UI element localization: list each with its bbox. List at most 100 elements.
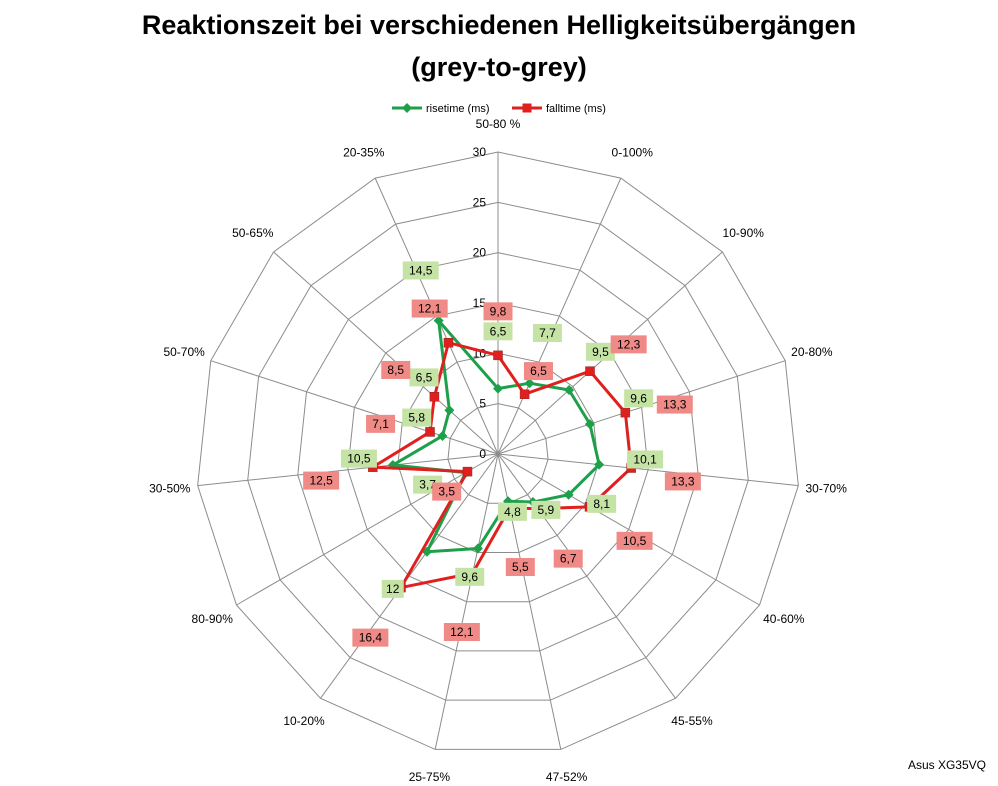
grid-ring xyxy=(297,252,699,652)
data-label: 6,5 xyxy=(416,370,433,384)
data-label-bg xyxy=(483,322,513,341)
radial-tick-label: 25 xyxy=(473,195,487,209)
category-label: 30-50% xyxy=(149,481,191,495)
data-label: 6,5 xyxy=(530,364,547,378)
grid-ring xyxy=(247,201,749,701)
data-point xyxy=(584,419,595,430)
radial-tick-label: 30 xyxy=(473,145,487,159)
data-label-bg xyxy=(381,579,404,598)
data-label: 9,8 xyxy=(490,304,507,318)
data-label-bg xyxy=(352,628,389,647)
data-label: 12,1 xyxy=(450,625,474,639)
data-point xyxy=(462,466,473,477)
data-label: 3,7 xyxy=(419,478,436,492)
data-point xyxy=(524,378,535,389)
data-label: 10,5 xyxy=(623,534,647,548)
data-label: 9,6 xyxy=(461,570,478,584)
series-line-falltime xyxy=(371,341,633,590)
data-label: 12,5 xyxy=(309,474,333,488)
data-label-bg xyxy=(411,299,448,318)
category-label: 25-75% xyxy=(409,770,451,784)
data-label-bg xyxy=(402,408,432,427)
data-label-bg xyxy=(656,395,693,414)
grid-spoke xyxy=(497,453,799,487)
data-label-bg xyxy=(443,623,480,642)
data-label: 13,3 xyxy=(671,474,695,488)
data-label-bg xyxy=(497,502,527,521)
data-label: 7,7 xyxy=(539,326,556,340)
data-label-bg xyxy=(610,335,647,354)
data-point xyxy=(444,405,455,416)
data-label-bg xyxy=(585,342,615,361)
data-point xyxy=(519,389,530,399)
radial-tick-label: 0 xyxy=(479,447,486,461)
data-label: 13,3 xyxy=(663,398,687,412)
category-label: 47-52% xyxy=(546,770,588,784)
model-caption: Asus XG35VQ xyxy=(907,758,986,772)
grid-ring xyxy=(397,352,599,553)
data-label-bg xyxy=(624,389,654,408)
grid-spoke xyxy=(320,453,499,699)
data-label-bg xyxy=(531,500,561,519)
data-label-bg xyxy=(505,558,535,577)
data-label-bg xyxy=(664,472,701,491)
data-label: 3,5 xyxy=(438,485,455,499)
legend-label: risetime (ms) xyxy=(426,103,490,115)
grid-spoke xyxy=(497,177,622,455)
data-point xyxy=(472,543,483,554)
data-label: 12,1 xyxy=(418,302,442,316)
legend-label: falltime (ms) xyxy=(546,103,606,115)
data-label-bg xyxy=(483,302,513,321)
data-label-bg xyxy=(340,449,377,468)
grid-spoke xyxy=(236,453,499,606)
data-label: 6,7 xyxy=(560,552,577,566)
data-label: 14,5 xyxy=(409,263,433,277)
category-label: 50-65% xyxy=(232,226,274,240)
legend-marker xyxy=(402,103,412,113)
grid-spoke xyxy=(273,251,499,455)
data-point xyxy=(564,385,575,396)
grid-ring xyxy=(347,302,649,603)
data-label: 10,1 xyxy=(633,452,657,466)
data-point xyxy=(433,315,444,326)
data-point xyxy=(620,407,631,418)
data-point xyxy=(585,366,595,376)
legend-marker xyxy=(522,103,532,113)
grid-ring xyxy=(197,151,799,750)
category-label: 30-70% xyxy=(806,481,848,495)
data-label: 7,1 xyxy=(372,417,389,431)
data-label: 5,9 xyxy=(538,503,555,517)
data-point xyxy=(493,350,503,361)
data-label-bg xyxy=(303,471,340,490)
radial-tick-label: 20 xyxy=(473,246,487,260)
category-label: 50-80 % xyxy=(476,117,521,131)
data-label: 6,5 xyxy=(490,324,507,338)
grid-spoke xyxy=(197,453,499,487)
grid-spoke xyxy=(497,453,676,699)
data-label-bg xyxy=(402,261,439,280)
data-point xyxy=(437,430,448,441)
category-label: 40-60% xyxy=(763,612,805,626)
category-label: 20-35% xyxy=(343,146,385,160)
data-label: 8,1 xyxy=(593,497,610,511)
data-label-bg xyxy=(432,482,462,501)
data-label-bg xyxy=(523,362,553,381)
category-label: 0-100% xyxy=(612,146,654,160)
data-label: 5,8 xyxy=(408,411,425,425)
category-label: 45-55% xyxy=(671,714,713,728)
data-label: 8,5 xyxy=(387,363,404,377)
chart-subtitle: (grey-to-grey) xyxy=(411,52,587,82)
data-label-bg xyxy=(455,567,485,586)
data-point xyxy=(425,427,435,437)
data-label-bg xyxy=(532,323,562,342)
data-label: 9,6 xyxy=(630,391,647,405)
data-label: 5,5 xyxy=(512,560,529,574)
category-label: 80-90% xyxy=(192,612,234,626)
data-point xyxy=(443,337,454,348)
grid-spoke xyxy=(210,360,499,455)
grid-spoke xyxy=(497,360,786,455)
data-label: 9,5 xyxy=(592,345,609,359)
chart-title: Reaktionszeit bei verschiedenen Helligke… xyxy=(141,10,857,40)
data-label: 10,5 xyxy=(347,452,371,466)
